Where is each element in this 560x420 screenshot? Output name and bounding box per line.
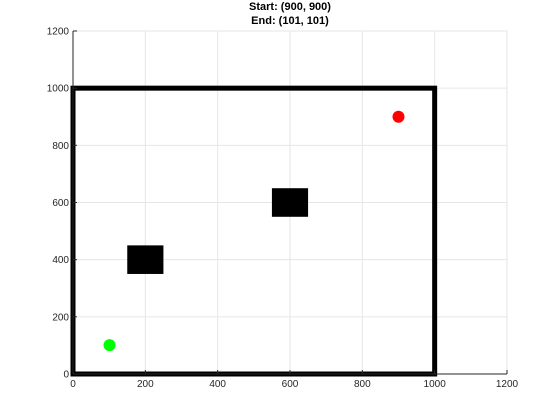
- boundary-rect: [70, 85, 438, 377]
- y-tick-label: 0: [63, 370, 69, 381]
- tick-labels: 0 200 400 600 800 1000 1200 0 200 400 600 800 1000 12…: [47, 27, 519, 391]
- x-tick-label: 600: [282, 379, 299, 390]
- end-point: [103, 339, 116, 352]
- y-tick-label: 200: [52, 312, 69, 323]
- x-tick-label: 400: [209, 379, 226, 390]
- y-tick-label: 400: [52, 255, 69, 266]
- x-tick-label: 200: [137, 379, 154, 390]
- obstacle-2: [271, 188, 309, 217]
- axes: [72, 30, 508, 375]
- point-layer: [103, 110, 405, 352]
- x-tick-label: 1000: [424, 379, 447, 390]
- chart-title-line-2: End: (101, 101): [251, 15, 329, 27]
- y-tick-label: 800: [52, 141, 69, 152]
- boundary-layer: [70, 85, 438, 377]
- y-tick-label: 1000: [47, 84, 70, 95]
- obstacle-1: [127, 245, 164, 274]
- y-tick-label: 1200: [47, 27, 70, 38]
- y-tick-label: 600: [52, 198, 69, 209]
- x-tick-label: 800: [354, 379, 371, 390]
- obstacle-layer: [127, 188, 309, 274]
- chart-title-line-1: Start: (900, 900): [249, 1, 331, 13]
- x-tick-label: 0: [70, 379, 76, 390]
- x-tick-label: 1200: [496, 379, 519, 390]
- start-point: [392, 110, 405, 123]
